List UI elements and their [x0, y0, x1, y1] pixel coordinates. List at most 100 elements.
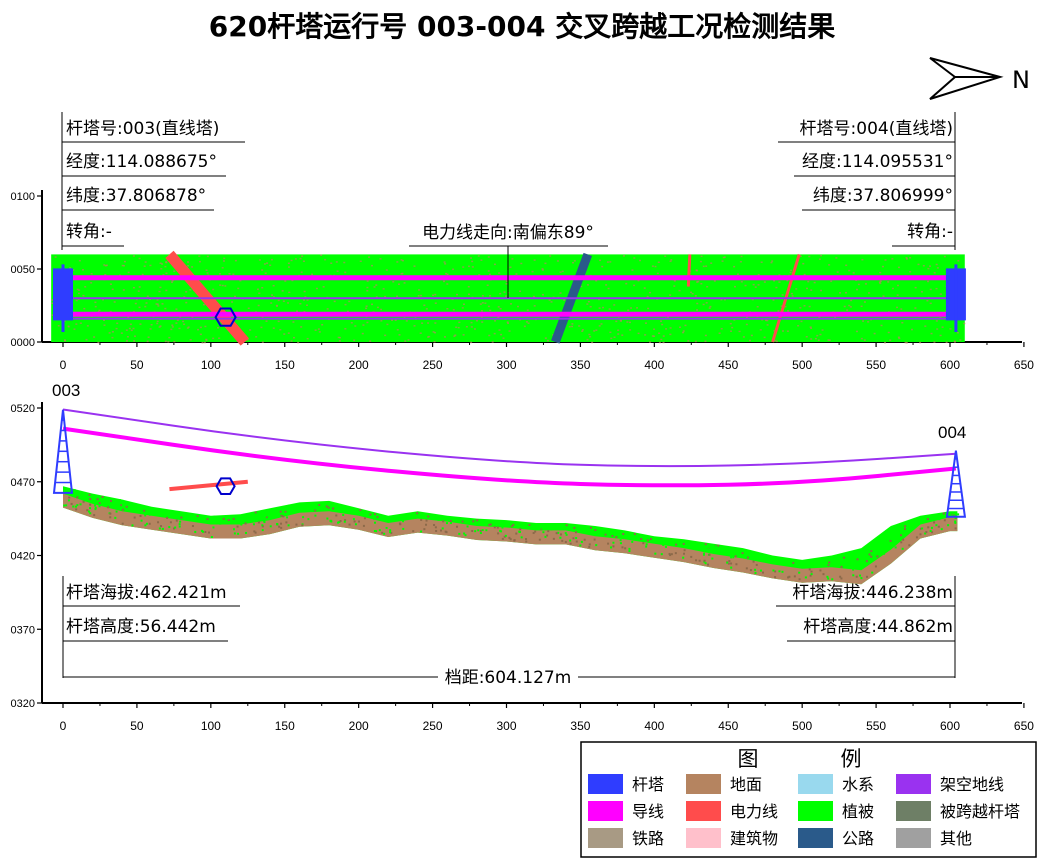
plan-ground-point [465, 325, 468, 328]
plan-ground-point [621, 334, 624, 336]
profile-point [169, 521, 172, 524]
profile-point [126, 508, 129, 511]
profile-point [870, 550, 873, 553]
start-tower-height: 杆塔高度:56.442m [66, 617, 216, 637]
plan-ground-point [759, 329, 762, 331]
profile-point [449, 519, 452, 522]
plan-ground-point [763, 281, 766, 283]
plan-ground-point [643, 287, 646, 289]
plan-ground-point [282, 300, 285, 302]
plan-ground-point [300, 271, 303, 273]
plan-ground-point [541, 293, 544, 296]
plan-ground-point [185, 291, 188, 293]
profile-point [546, 526, 549, 529]
profile-x-tick-label: 50 [130, 719, 144, 733]
profile-point [279, 510, 282, 513]
plan-ground-point [283, 333, 286, 335]
profile-point [538, 528, 541, 531]
profile-point [480, 523, 483, 526]
plan-ground-point [810, 289, 813, 291]
profile-point [552, 537, 555, 540]
profile-point [787, 576, 790, 579]
profile-point [924, 532, 927, 535]
profile-point [115, 510, 118, 513]
profile-point [826, 575, 829, 578]
profile-point [445, 522, 448, 525]
profile-point [278, 525, 281, 528]
plan-ground-point [86, 325, 89, 327]
profile-point [723, 548, 726, 551]
plan-ground-point [848, 304, 851, 307]
plan-ground-point [380, 308, 383, 311]
plan-ground-point [157, 305, 160, 307]
plan-ground-point [144, 261, 147, 263]
plan-ground-point [882, 295, 885, 297]
plan-ground-point [817, 339, 820, 341]
legend-swatch [588, 828, 623, 848]
plan-ground-point [705, 265, 708, 267]
plan-ground-point [212, 288, 215, 291]
plan-ground-point [682, 331, 685, 334]
plan-ground-point [617, 333, 620, 335]
profile-point [125, 505, 128, 508]
profile-point [368, 512, 371, 515]
plan-ground-point [601, 265, 604, 268]
profile-point [715, 545, 718, 548]
profile-point [476, 519, 479, 522]
plan-ground-point [773, 330, 776, 332]
plan-ground-point [94, 305, 97, 308]
plan-ground-point [232, 273, 235, 275]
plan-ground-point [559, 271, 562, 273]
plan-ground-point [138, 306, 141, 309]
plan-x-tick-label: 500 [792, 358, 812, 372]
profile-point [338, 520, 341, 523]
plan-ground-point [167, 341, 170, 343]
plan-ground-point [658, 341, 661, 344]
plan-ground-point [499, 292, 502, 295]
profile-info: 杆塔海拔:462.421m 杆塔高度:56.442m 杆塔海拔:446.238m… [62, 576, 956, 688]
plan-ground-point [498, 272, 501, 274]
profile-point [70, 502, 73, 505]
profile-point [501, 526, 504, 529]
profile-point [675, 543, 678, 546]
profile-point [834, 556, 837, 559]
plan-ground-point [302, 260, 305, 263]
profile-point [466, 525, 469, 528]
profile-point [754, 571, 757, 574]
plan-ground-point [407, 339, 410, 341]
plan-ground-point [57, 325, 60, 327]
plan-ground-point [744, 284, 747, 287]
plan-ground-point [628, 321, 631, 324]
plan-ground-point [919, 341, 922, 344]
profile-point [504, 534, 507, 537]
profile-point [327, 506, 330, 509]
plan-ground-point [750, 334, 753, 337]
plan-ground-point [322, 286, 325, 288]
plan-ground-point [146, 295, 149, 297]
plan-ground-point [924, 325, 927, 327]
plan-ground-point [723, 298, 726, 301]
profile-point [732, 552, 735, 555]
profile-point [73, 489, 76, 492]
start-tower-altitude: 杆塔海拔:462.421m [66, 583, 227, 603]
plan-ground-point [914, 286, 917, 289]
profile-point [513, 539, 516, 542]
plan-ground-point [353, 339, 356, 342]
profile-point [118, 499, 121, 502]
plan-ground-point [457, 326, 460, 329]
plan-ground-point [93, 336, 96, 338]
plan-ground-point [929, 288, 932, 291]
plan-ground-point [185, 301, 188, 304]
profile-point [704, 543, 707, 546]
plan-ground-point [473, 328, 476, 330]
plan-ground-point [805, 287, 808, 290]
plan-ground-point [444, 263, 447, 265]
profile-point [301, 524, 304, 527]
profile-point [481, 529, 484, 532]
profile-point [588, 545, 591, 548]
profile-point [344, 519, 347, 522]
plan-ground-point [380, 320, 383, 322]
plan-ground-point [369, 340, 372, 342]
plan-ground-point [175, 308, 178, 310]
